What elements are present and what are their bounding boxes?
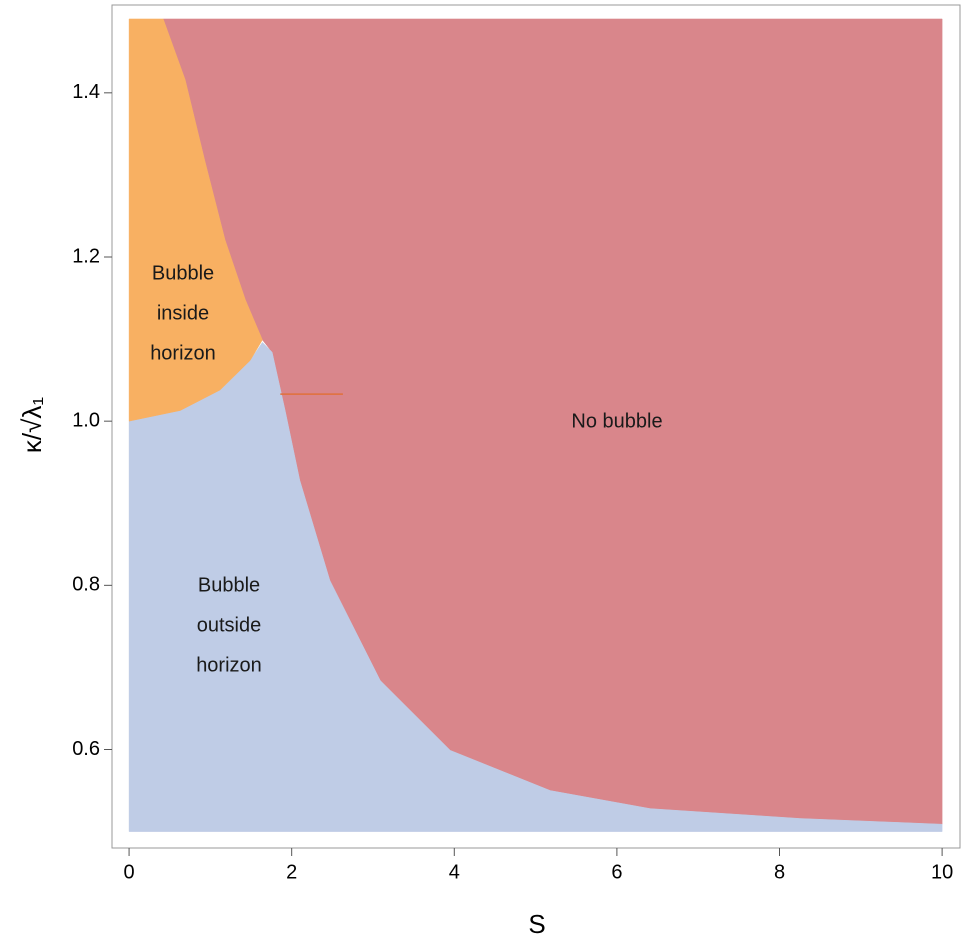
y-tick-label: 1.0 [72, 409, 100, 431]
region [128, 18, 263, 422]
y-tick-label: 0.6 [72, 738, 100, 760]
region-label: Bubble [198, 574, 260, 596]
region-label: horizon [150, 342, 216, 364]
region-label: inside [157, 302, 209, 324]
y-axis-label: κ/√λ₁ [17, 397, 47, 453]
region-label: horizon [196, 654, 262, 676]
x-tick-label: 0 [124, 861, 135, 883]
y-tick-label: 0.8 [72, 574, 100, 596]
region-label: Bubble [152, 262, 214, 284]
x-tick-label: 2 [286, 861, 297, 883]
plot-frame [111, 4, 961, 849]
region-label: No bubble [571, 410, 662, 432]
x-tick-label: 6 [611, 861, 622, 883]
y-tick-label: 1.2 [72, 245, 100, 267]
y-tick-label: 1.4 [72, 81, 100, 103]
x-tick-label: 8 [774, 861, 785, 883]
x-tick-label: 4 [449, 861, 460, 883]
region-label: outside [197, 614, 262, 636]
x-axis-label: S [528, 909, 545, 939]
x-tick-label: 10 [931, 861, 953, 883]
